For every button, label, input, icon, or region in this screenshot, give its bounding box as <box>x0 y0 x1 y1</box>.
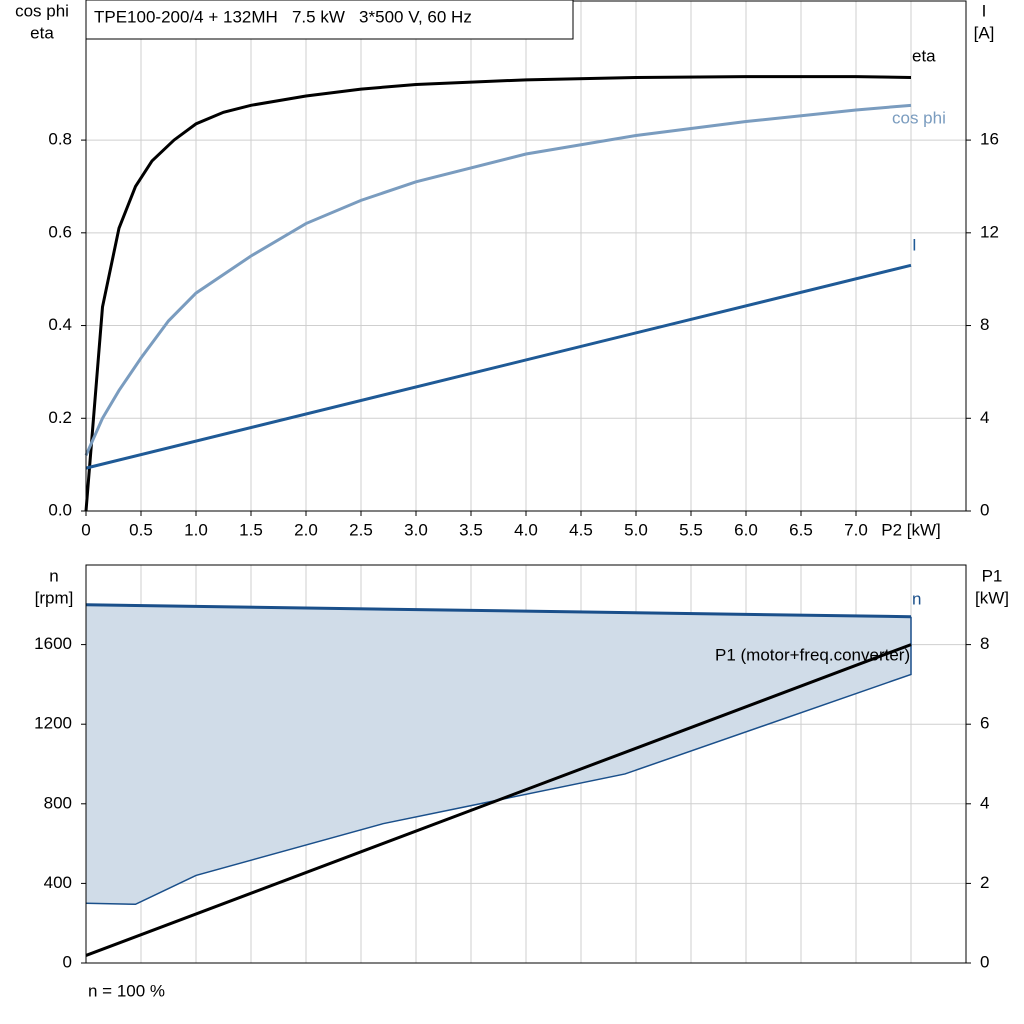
y-tick-label: 0.4 <box>48 315 72 334</box>
series-label: P1 (motor+freq.converter) <box>715 645 910 664</box>
y-tick-label: 0.0 <box>48 500 72 519</box>
y2-axis-label: [A] <box>974 23 995 42</box>
chart-title: TPE100-200/4 + 132MH 7.5 kW 3*500 V, 60 … <box>94 7 472 26</box>
y2-tick-label: 0 <box>980 952 989 971</box>
y-tick-label: 0.6 <box>48 222 72 241</box>
series-label: eta <box>912 46 936 65</box>
y2-tick-label: 8 <box>980 315 989 334</box>
lower-limit-line <box>85 616 912 906</box>
series-label: cos phi <box>892 108 946 127</box>
y-tick-label: 1600 <box>34 634 72 653</box>
y2-tick-label: 4 <box>980 793 989 812</box>
series-line <box>84 75 912 512</box>
y-tick-label: 0.2 <box>48 408 72 427</box>
x-tick-label: 3.0 <box>404 520 428 539</box>
x-tick-label: 7.0 <box>844 520 868 539</box>
y-tick-label: 0.8 <box>48 130 72 149</box>
y2-tick-label: 8 <box>980 634 989 653</box>
y2-tick-label: 0 <box>980 500 989 519</box>
note: n = 100 % <box>88 981 165 1000</box>
plot-frame <box>85 564 967 964</box>
x-tick-label: 2.0 <box>294 520 318 539</box>
x-tick-label: 3.5 <box>459 520 483 539</box>
x-tick-label: 0.5 <box>129 520 153 539</box>
series-line <box>85 603 912 619</box>
x-tick-label: 0 <box>81 520 90 539</box>
y2-tick-label: 4 <box>980 408 989 427</box>
x-tick-label: 6.5 <box>789 520 813 539</box>
x-tick-label: 4.0 <box>514 520 538 539</box>
y2-tick-label: 6 <box>980 714 989 733</box>
y2-axis-label: P1 <box>982 566 1003 585</box>
y-tick-label: 400 <box>44 873 72 892</box>
y2-axis-label: [kW] <box>975 588 1009 607</box>
y-axis-label: [rpm] <box>35 588 74 607</box>
y-tick-label: 0 <box>63 952 72 971</box>
series-line <box>85 263 912 470</box>
series-line <box>84 103 912 456</box>
x-tick-label: 5.5 <box>679 520 703 539</box>
y2-axis-label: I <box>982 1 987 20</box>
title-box <box>85 0 574 40</box>
y-axis-label: cos phi <box>15 1 69 20</box>
y-tick-label: 1200 <box>34 714 72 733</box>
x-tick-label: 5.0 <box>624 520 648 539</box>
y2-tick-label: 2 <box>980 873 989 892</box>
x-tick-label: 4.5 <box>569 520 593 539</box>
operating-area <box>86 604 911 905</box>
x-tick-label: P2 [kW] <box>881 520 941 539</box>
x-tick-label: 6.0 <box>734 520 758 539</box>
series-label: I <box>912 235 917 254</box>
y-axis-label: eta <box>30 23 54 42</box>
x-tick-label: 2.5 <box>349 520 373 539</box>
x-tick-label: 1.0 <box>184 520 208 539</box>
series-line <box>85 643 912 957</box>
y-tick-label: 800 <box>44 793 72 812</box>
y-axis-label: n <box>49 566 58 585</box>
series-label: n <box>912 589 921 608</box>
y2-tick-label: 16 <box>980 130 999 149</box>
y2-tick-label: 12 <box>980 222 999 241</box>
x-tick-label: 1.5 <box>239 520 263 539</box>
